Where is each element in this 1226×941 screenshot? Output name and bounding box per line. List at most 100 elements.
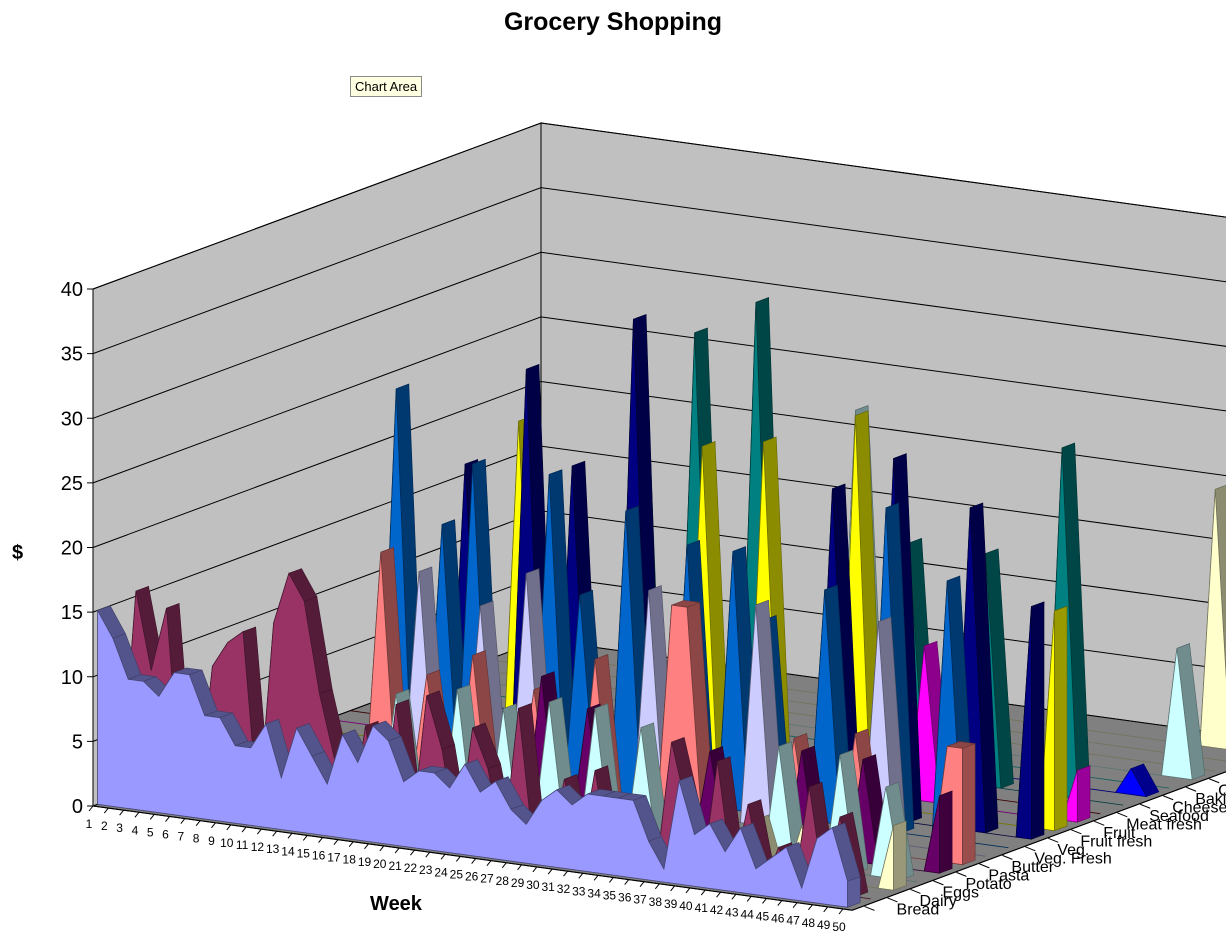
x-tick-label: 26 (465, 870, 479, 884)
series-axis-label: Meat fresh (1126, 816, 1202, 833)
x-tick (455, 856, 461, 862)
x-tick-label: 49 (817, 918, 831, 932)
x-tick (134, 811, 140, 818)
x-tick-label: 48 (802, 916, 816, 930)
series-tick (1140, 803, 1151, 809)
area-end-cap (1054, 605, 1068, 832)
series-tick (979, 863, 990, 869)
x-tick-label: 20 (373, 857, 387, 871)
series-bread (97, 605, 861, 908)
x-axis-line (92, 805, 853, 911)
series-tick (1185, 786, 1197, 792)
x-tick (103, 807, 109, 814)
x-tick-label: 42 (710, 903, 724, 917)
x-tick (777, 900, 783, 906)
y-tick-label: 15 (61, 602, 83, 624)
series-layer (97, 297, 1226, 908)
x-tick (731, 893, 737, 900)
series-tick (1094, 820, 1105, 826)
x-tick (838, 908, 844, 915)
y-tick-label: 5 (72, 731, 83, 753)
series-axis-label: Cheese (1172, 799, 1226, 816)
x-tick (639, 881, 645, 887)
x-tick-label: 2 (101, 819, 108, 833)
x-tick-label: 10 (220, 836, 234, 850)
x-tick-label: 24 (434, 865, 448, 879)
series-axis-label: Eggs (942, 884, 978, 901)
x-tick-label: 47 (786, 914, 800, 928)
x-tick-label: 45 (756, 909, 770, 923)
x-tick (348, 841, 354, 848)
series-tick (1071, 829, 1082, 835)
x-tick (302, 835, 308, 841)
area-end-cap (847, 876, 861, 908)
area-front-face (97, 610, 848, 908)
gridline (92, 122, 1226, 290)
x-tick (241, 826, 247, 833)
x-tick-label: 19 (358, 855, 372, 869)
x-tick-label: 46 (771, 912, 785, 926)
x-tick (333, 839, 339, 845)
x-tick (578, 872, 584, 879)
series-tick (1208, 778, 1220, 784)
x-tick (165, 816, 170, 822)
y-tick-label: 20 (61, 538, 83, 560)
x-tick (410, 849, 415, 856)
x-tick-label: 27 (480, 872, 494, 886)
x-tick (609, 877, 614, 883)
series-axis-label: Dairy (919, 893, 956, 910)
x-tick (195, 820, 201, 827)
x-tick-label: 9 (208, 834, 215, 848)
x-tick-label: 22 (404, 861, 418, 875)
series-axis-label: Potato (965, 876, 1011, 893)
x-tick (716, 891, 721, 898)
x-tick (379, 845, 385, 852)
x-tick-label: 44 (740, 907, 754, 921)
area-end-cap (893, 820, 907, 891)
x-tick-label: 50 (832, 920, 846, 934)
gridline (92, 187, 1226, 355)
series-tick (956, 871, 967, 877)
x-tick-label: 1 (86, 817, 93, 831)
series-tick (933, 880, 944, 886)
x-tick-label: 33 (572, 884, 586, 898)
x-tick (807, 904, 813, 911)
x-tick-label: 36 (618, 891, 632, 905)
x-tick-label: 5 (147, 825, 154, 839)
series-axis-label: Fruit (1103, 825, 1136, 842)
series-tick (1002, 854, 1013, 860)
area-end-cap (1077, 765, 1091, 823)
y-tick-label: 30 (61, 408, 83, 430)
x-tick-label: 39 (664, 897, 678, 911)
x-tick (501, 862, 507, 869)
x-tick (593, 875, 599, 881)
x-tick (746, 896, 752, 902)
x-tick (624, 879, 630, 885)
gridline (92, 380, 1226, 548)
x-tick-label: 40 (679, 899, 693, 913)
x-tick-label: 13 (266, 842, 280, 856)
series-tick (910, 888, 921, 894)
x-tick (119, 809, 125, 816)
y-tick-label: 40 (61, 279, 83, 301)
x-tick (180, 818, 186, 824)
x-tick (318, 837, 323, 843)
x-tick-label: 16 (312, 849, 326, 863)
x-tick (685, 887, 691, 894)
x-tick (272, 830, 278, 837)
x-tick-label: 6 (162, 828, 169, 842)
x-tick (88, 805, 94, 812)
x-tick (762, 898, 767, 904)
x-tick-label: 18 (343, 853, 357, 867)
x-tick (792, 902, 798, 909)
x-tick (823, 906, 829, 913)
y-tick-label: 10 (61, 667, 83, 689)
x-tick-label: 11 (236, 838, 249, 852)
x-tick-label: 35 (603, 888, 617, 902)
series-tick (1117, 812, 1128, 818)
x-tick (394, 847, 400, 854)
series-tick (887, 897, 898, 903)
x-tick-label: 41 (695, 901, 709, 915)
x-tick-label: 21 (388, 859, 402, 873)
